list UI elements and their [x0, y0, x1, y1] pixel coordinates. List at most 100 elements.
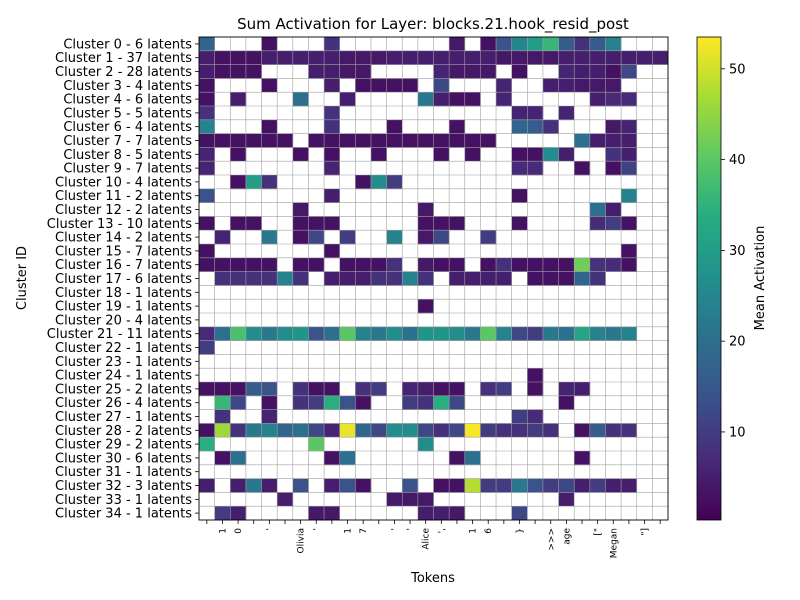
- x-tick-label: 7: [359, 528, 369, 534]
- heatmap-cell: [199, 382, 215, 397]
- heatmap-cell: [449, 64, 466, 79]
- heatmap-cell: [417, 326, 434, 341]
- y-tick-label: Cluster 20 - 4 latents: [55, 313, 192, 328]
- heatmap-gridlines: [199, 37, 668, 520]
- heatmap-cell: [292, 92, 309, 107]
- heatmap-cell: [261, 326, 278, 341]
- heatmap-cell: [621, 188, 638, 203]
- y-tick-label: Cluster 32 - 3 latents: [55, 479, 192, 494]
- heatmap-cell: [370, 257, 387, 272]
- heatmap-cell: [558, 382, 575, 397]
- heatmap-cell: [308, 230, 325, 245]
- y-tick-label: Cluster 27 - 1 latents: [55, 410, 192, 425]
- heatmap-cell: [386, 133, 403, 148]
- heatmap-cell: [433, 92, 450, 107]
- heatmap-cell: [449, 423, 466, 438]
- heatmap-cell: [511, 409, 528, 424]
- heatmap-cell: [339, 423, 356, 438]
- heatmap-cell: [402, 326, 419, 341]
- heatmap-cell: [449, 119, 466, 134]
- heatmap-cell: [589, 133, 606, 148]
- heatmap-cell: [496, 78, 512, 93]
- heatmap-cell: [496, 478, 512, 493]
- heatmap-cell: [324, 119, 340, 134]
- heatmap-cell: [230, 506, 247, 521]
- heatmap-cell: [433, 216, 450, 231]
- heatmap-cell: [199, 37, 215, 52]
- heatmap-cell: [621, 133, 638, 148]
- heatmap-cell: [230, 423, 247, 438]
- heatmap-cell: [261, 175, 278, 190]
- heatmap-cell: [433, 395, 450, 410]
- heatmap-cell: [386, 423, 403, 438]
- heatmap-cell: [324, 106, 340, 121]
- heatmap-cell: [324, 161, 340, 176]
- heatmap-cell: [214, 257, 231, 272]
- heatmap-cell: [386, 271, 403, 286]
- heatmap-cell: [199, 188, 215, 203]
- y-tick-label: Cluster 10 - 4 latents: [55, 175, 192, 190]
- heatmap-cell: [464, 478, 481, 493]
- heatmap-cell: [589, 478, 606, 493]
- x-tick-label: }: [515, 528, 525, 534]
- y-tick-label: Cluster 12 - 2 latents: [55, 203, 192, 218]
- heatmap-cell: [261, 409, 278, 424]
- heatmap-cell: [449, 133, 466, 148]
- heatmap-cell: [402, 478, 419, 493]
- heatmap-cell: [230, 50, 247, 65]
- y-tick-label: Cluster 18 - 1 latents: [55, 286, 192, 301]
- heatmap-cell: [527, 368, 544, 383]
- heatmap-cell: [558, 478, 575, 493]
- heatmap-cell: [417, 257, 434, 272]
- heatmap-cell: [574, 161, 591, 176]
- heatmap-cell: [574, 133, 591, 148]
- heatmap-cell: [589, 202, 606, 217]
- heatmap-cell: [261, 395, 278, 410]
- x-tick-label: ': [265, 528, 275, 530]
- heatmap-cell: [261, 271, 278, 286]
- heatmap-cell: [605, 216, 622, 231]
- x-tick-label: "]: [641, 528, 651, 536]
- y-tick-label: Cluster 16 - 7 latents: [55, 258, 192, 273]
- heatmap-cell: [558, 326, 575, 341]
- heatmap-cell: [449, 257, 466, 272]
- heatmap-cell: [621, 147, 638, 162]
- heatmap-cell: [433, 230, 450, 245]
- y-tick-label: Cluster 3 - 4 latents: [63, 79, 192, 94]
- heatmap-cell: [511, 216, 528, 231]
- heatmap-cell: [480, 133, 497, 148]
- heatmap-cell: [527, 478, 544, 493]
- y-tick-label: Cluster 11 - 2 latents: [55, 189, 192, 204]
- heatmap-cell: [558, 147, 575, 162]
- heatmap-cell: [386, 257, 403, 272]
- heatmap-cell: [464, 326, 481, 341]
- heatmap-cell: [261, 478, 278, 493]
- heatmap-cell: [605, 92, 622, 107]
- heatmap-cell: [449, 451, 466, 466]
- heatmap-cell: [621, 64, 638, 79]
- heatmap-cell: [230, 133, 247, 148]
- heatmap-cell: [542, 478, 559, 493]
- heatmap-cell: [496, 257, 512, 272]
- heatmap-cell: [355, 50, 372, 65]
- heatmap-cell: [370, 326, 387, 341]
- heatmap-cell: [370, 175, 387, 190]
- heatmap-cell: [449, 271, 466, 286]
- heatmap-cell: [292, 202, 309, 217]
- heatmap-cell: [605, 64, 622, 79]
- y-tick-label: Cluster 9 - 7 latents: [63, 162, 192, 177]
- heatmap-cell: [245, 216, 262, 231]
- heatmap-cell: [449, 50, 466, 65]
- heatmap-cell: [324, 506, 340, 521]
- heatmap-cell: [230, 326, 247, 341]
- heatmap-cell: [292, 257, 309, 272]
- colorbar-label: Mean Activation: [753, 226, 768, 331]
- heatmap-cell: [449, 92, 466, 107]
- y-tick-label: Cluster 26 - 4 latents: [55, 396, 192, 411]
- heatmap-cell: [292, 326, 309, 341]
- heatmap-cell: [370, 78, 387, 93]
- heatmap-cell: [417, 202, 434, 217]
- colorbar-tick-label: 50: [729, 62, 746, 77]
- heatmap-cell: [214, 395, 231, 410]
- heatmap-cell: [355, 133, 372, 148]
